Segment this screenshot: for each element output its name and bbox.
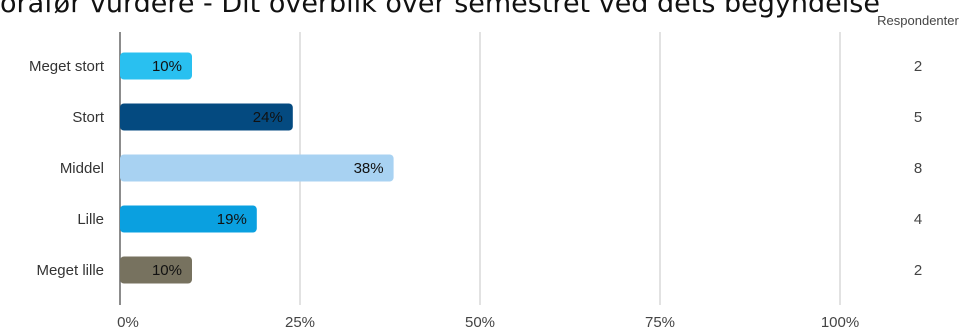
x-tick-label: 50% (465, 314, 495, 331)
category-label: Lille (77, 211, 104, 228)
bar (120, 52, 192, 80)
bar-value-label: 38% (354, 160, 384, 177)
bar-value-label: 19% (217, 211, 247, 228)
bar-value-label: 10% (152, 262, 182, 279)
x-tick-label: 0% (117, 314, 139, 331)
bar (120, 103, 293, 131)
respondent-count: 2 (914, 58, 922, 75)
category-labels: Meget stort Stort Middel Lille Meget lille (29, 58, 105, 279)
bars: 10% 24% 38% 19% 10% (120, 52, 394, 284)
category-label: Stort (72, 109, 105, 126)
bar (120, 205, 257, 233)
respondent-count: 4 (914, 211, 922, 228)
x-axis-ticks: 0% 25% 50% 75% 100% (117, 314, 859, 331)
x-tick-label: 25% (285, 314, 315, 331)
respondents-header: Respondenter (877, 13, 959, 28)
x-tick-label: 75% (645, 314, 675, 331)
bar-value-label: 24% (253, 109, 283, 126)
respondents-column: 2 5 8 4 2 (914, 58, 922, 279)
bar-value-label: 10% (152, 58, 182, 75)
category-label: Meget lille (36, 262, 104, 279)
category-label: Meget stort (29, 58, 105, 75)
category-label: Middel (60, 160, 104, 177)
respondent-count: 2 (914, 262, 922, 279)
respondent-count: 5 (914, 109, 922, 126)
respondent-count: 8 (914, 160, 922, 177)
x-tick-label: 100% (821, 314, 859, 331)
bar (120, 154, 394, 182)
chart-title: orafør vurdere - Dit overblik over semes… (0, 0, 880, 19)
bar (120, 256, 192, 284)
